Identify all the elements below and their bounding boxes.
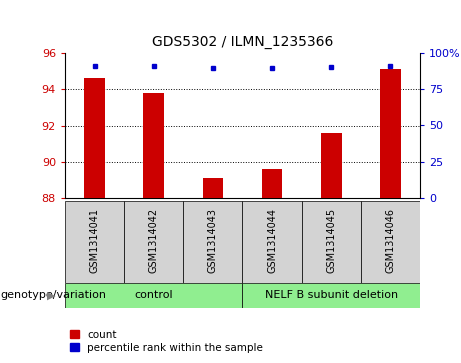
Text: genotype/variation: genotype/variation: [0, 290, 106, 301]
Bar: [301, 201, 361, 283]
Bar: [124, 201, 183, 283]
Bar: [202, 178, 223, 198]
Text: GSM1314042: GSM1314042: [149, 208, 159, 273]
Text: GSM1314044: GSM1314044: [267, 208, 277, 273]
Bar: [361, 201, 420, 283]
Legend: count, percentile rank within the sample: count, percentile rank within the sample: [70, 330, 263, 353]
Text: GSM1314043: GSM1314043: [208, 208, 218, 273]
Text: NELF B subunit deletion: NELF B subunit deletion: [265, 290, 398, 301]
Bar: [262, 169, 283, 198]
Bar: [242, 201, 301, 283]
Bar: [183, 201, 242, 283]
Text: ▶: ▶: [47, 290, 56, 301]
Title: GDS5302 / ILMN_1235366: GDS5302 / ILMN_1235366: [152, 35, 333, 49]
Text: GSM1314046: GSM1314046: [385, 208, 396, 273]
Bar: [242, 283, 420, 308]
Bar: [321, 133, 342, 198]
Text: GSM1314045: GSM1314045: [326, 208, 336, 273]
Bar: [65, 201, 124, 283]
Text: control: control: [135, 290, 173, 301]
Bar: [380, 69, 401, 198]
Text: GSM1314041: GSM1314041: [89, 208, 100, 273]
Bar: [143, 93, 164, 198]
Bar: [84, 78, 105, 198]
Bar: [65, 283, 242, 308]
